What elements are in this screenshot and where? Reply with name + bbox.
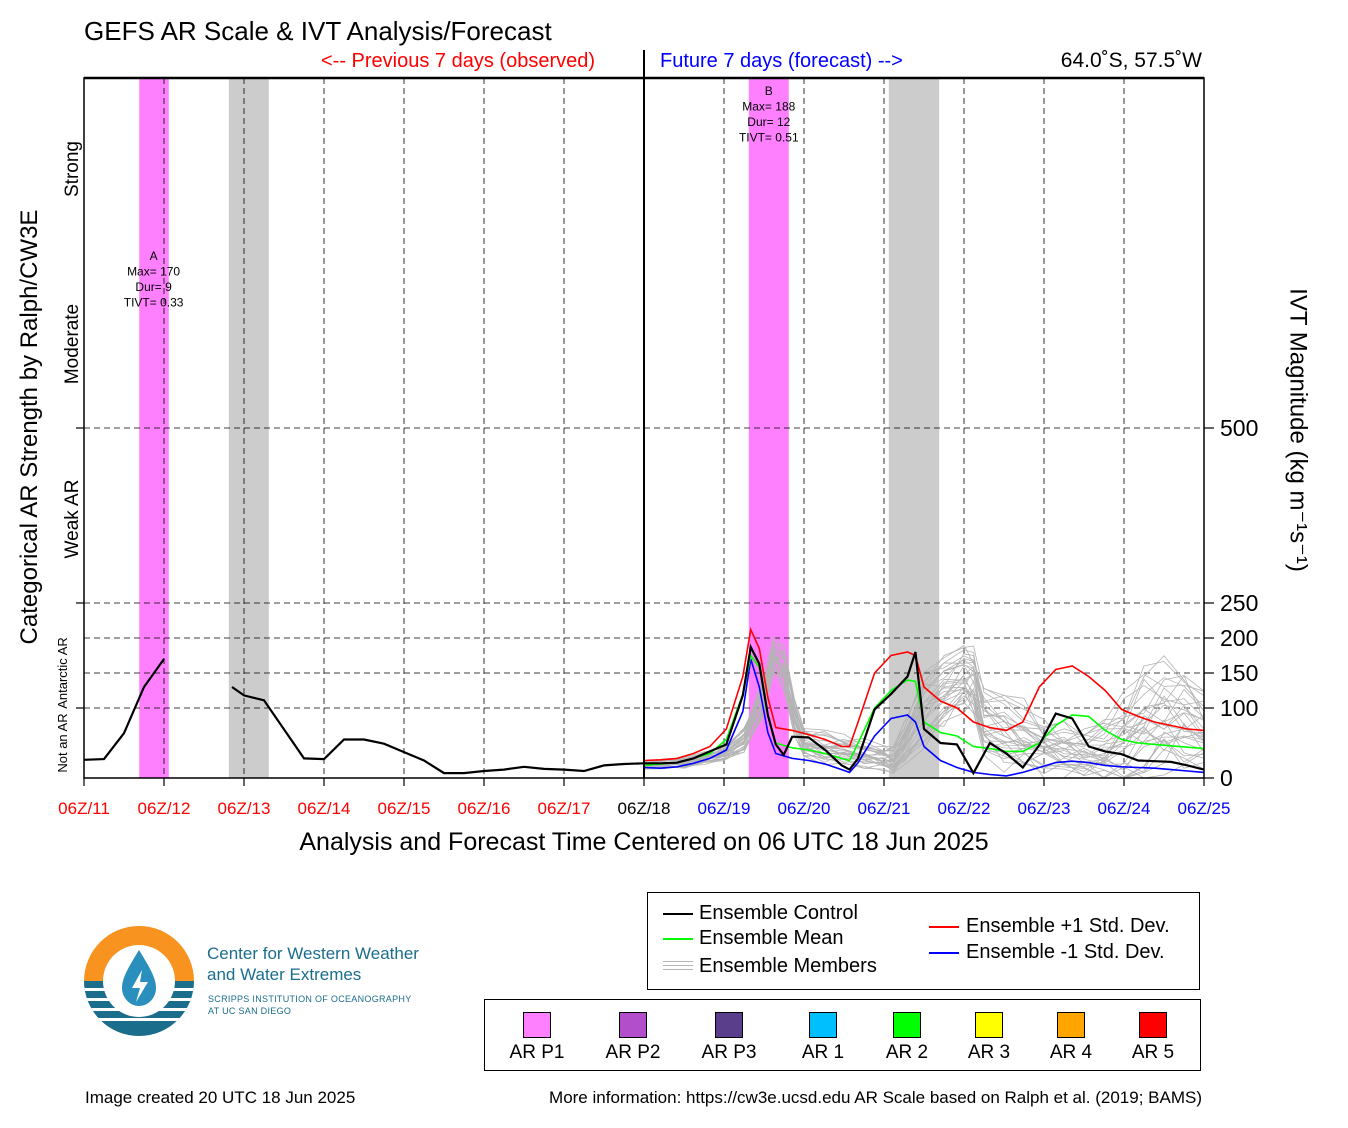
logo-sub-line2: AT UC SAN DIEGO [208,1006,292,1016]
ar-category-label: AR 3 [967,1042,1011,1063]
ar-category-swatch [523,1012,551,1038]
chart-title: GEFS AR Scale & IVT Analysis/Forecast [84,16,552,46]
y-tick-label-0: 0 [1220,765,1233,791]
series-line-ensemble-1-std-dev--0 [643,658,1204,777]
ar-category-swatch [715,1012,743,1038]
logo-sub-line1: SCRIPPS INSTITUTION OF OCEANOGRAPHY [208,994,412,1004]
x-tick-label-3: 06Z/14 [298,799,351,818]
ar-category-ar-3: AR 3 [949,1012,1029,1064]
category-label-1: Antarctic AR [55,637,70,709]
annotation-0-line-2: Dur= 9 [135,280,172,294]
ensemble-member-line [643,658,1204,768]
x-axis-label: Analysis and Forecast Time Centered on 0… [299,828,989,856]
y-axis-label-left: Categorical AR Strength by Ralph/CW3E [16,209,43,645]
ar-category-swatch [1139,1012,1167,1038]
ar-category-ar-5: AR 5 [1113,1012,1193,1064]
ar-category-swatch [619,1012,647,1038]
legend-swatch-members [663,961,693,962]
ensemble-member-line [643,636,1204,764]
y-axis-label-right-text: IVT Magnitude (kg m⁻¹s⁻¹) [1284,288,1312,572]
x-tick-label-6: 06Z/17 [538,799,591,818]
ar-category-label: AR P3 [701,1042,757,1063]
ar-category-label: AR P1 [509,1042,565,1063]
ar-category-swatch [975,1012,1003,1038]
x-tick-label-7: 06Z/18 [618,799,671,818]
ar-category-label: AR 2 [885,1042,929,1063]
footer-more-info: More information: https://cw3e.ucsd.edu … [549,1088,1202,1107]
ar-category-ar-4: AR 4 [1031,1012,1111,1064]
y-tick-label-100: 100 [1220,695,1258,721]
ar-category-label: AR P2 [605,1042,661,1063]
ar-category-label: AR 5 [1131,1042,1175,1063]
series-line-ensemble-control-2 [644,643,1204,776]
x-tick-label-5: 06Z/16 [458,799,511,818]
ar-category-swatch [893,1012,921,1038]
ar-category-ar-p2: AR P2 [593,1012,673,1064]
y-tick-label-250: 250 [1220,590,1258,616]
annotation-0-line-3: TIVT= 0.33 [124,296,184,310]
ensemble-member-line [643,654,1204,767]
category-label-3: Moderate [62,304,83,384]
footer-created: Image created 20 UTC 18 Jun 2025 [85,1088,356,1107]
ar-category-swatch [809,1012,837,1038]
legend-swatch-minus-std [929,952,959,954]
ensemble-member-line [643,647,1204,764]
annotation-1-line-2: Dur= 12 [747,115,790,129]
annotation-0-line-1: Max= 170 [127,265,180,279]
x-tick-label-1: 06Z/12 [138,799,191,818]
y-tick-label-200: 200 [1220,625,1258,651]
annotation-1-line-1: Max= 188 [742,100,795,114]
series-line-ensemble-control-0 [84,658,165,761]
ensemble-member-line [643,647,1204,766]
legend-item-control: Ensemble Control [699,902,858,924]
legend-item-mean: Ensemble Mean [699,927,844,949]
ar-category-ar-1: AR 1 [783,1012,863,1064]
previous-days-label: <-- Previous 7 days (observed) [321,50,596,72]
x-tick-label-10: 06Z/21 [858,799,911,818]
annotation-0-line-0: A [150,249,158,263]
legend-swatch-mean [663,938,693,940]
x-tick-label-2: 06Z/13 [218,799,271,818]
legend-swatch-plus-std [929,926,959,928]
legend-swatch-control [663,913,693,915]
ensemble-member-line [643,672,1204,778]
legend-item-plus-std: Ensemble +1 Std. Dev. [966,915,1170,937]
future-days-label: Future 7 days (forecast) --> [660,50,903,72]
ivt-chart: 06Z/11 06Z/12 06Z/13 06Z/14 06Z/15 06Z/16 06Z/… [55,50,1258,818]
annotation-1-line-3: TIVT= 0.51 [739,131,799,145]
ar-category-ar-p3: AR P3 [689,1012,769,1064]
legend-item-members: Ensemble Members [699,955,877,977]
x-tick-label-11: 06Z/22 [938,799,991,818]
logo-name-line1: Center for Western Weather [207,944,419,963]
category-label-0: Not an AR [55,713,70,772]
x-tick-label-14: 06Z/25 [1178,799,1231,818]
series-line-ensemble-1-std-dev--0 [643,626,1204,762]
annotation-1-line-0: B [765,84,773,98]
x-tick-label-13: 06Z/24 [1098,799,1151,818]
series-line-ensemble-control-1 [231,686,645,775]
y-axis-label-right: IVT Magnitude (kg m⁻¹s⁻¹) [1284,288,1313,572]
category-label-2: Weak AR [62,480,83,559]
ensemble-member-line [643,645,1204,766]
y-tick-label-500: 500 [1220,415,1258,441]
ar-category-legend: AR P1 AR P2 AR P3 AR 1 AR 2 AR 3 AR 4 AR 5 [484,999,1201,1071]
ar-category-label: AR 4 [1049,1042,1093,1063]
cw3e-logo-icon [84,926,194,1036]
x-tick-label-4: 06Z/15 [378,799,431,818]
x-tick-label-12: 06Z/23 [1018,799,1071,818]
x-tick-label-9: 06Z/20 [778,799,831,818]
ar-category-ar-p1: AR P1 [497,1012,577,1064]
ar-category-label: AR 1 [801,1042,845,1063]
logo-name-line2: and Water Extremes [207,965,362,984]
legend: Ensemble Control Ensemble Mean Ensemble … [647,892,1200,990]
x-tick-label-0: 06Z/11 [58,799,110,818]
location-label: 64.0˚S, 57.5˚W [1060,49,1202,72]
y-tick-label-150: 150 [1220,660,1258,686]
ar-category-ar-2: AR 2 [867,1012,947,1064]
legend-item-minus-std: Ensemble -1 Std. Dev. [966,941,1165,963]
ar-category-swatch [1057,1012,1085,1038]
category-label-4: Strong [62,141,83,197]
x-tick-label-8: 06Z/19 [698,799,751,818]
ensemble-members-group [643,636,1204,778]
